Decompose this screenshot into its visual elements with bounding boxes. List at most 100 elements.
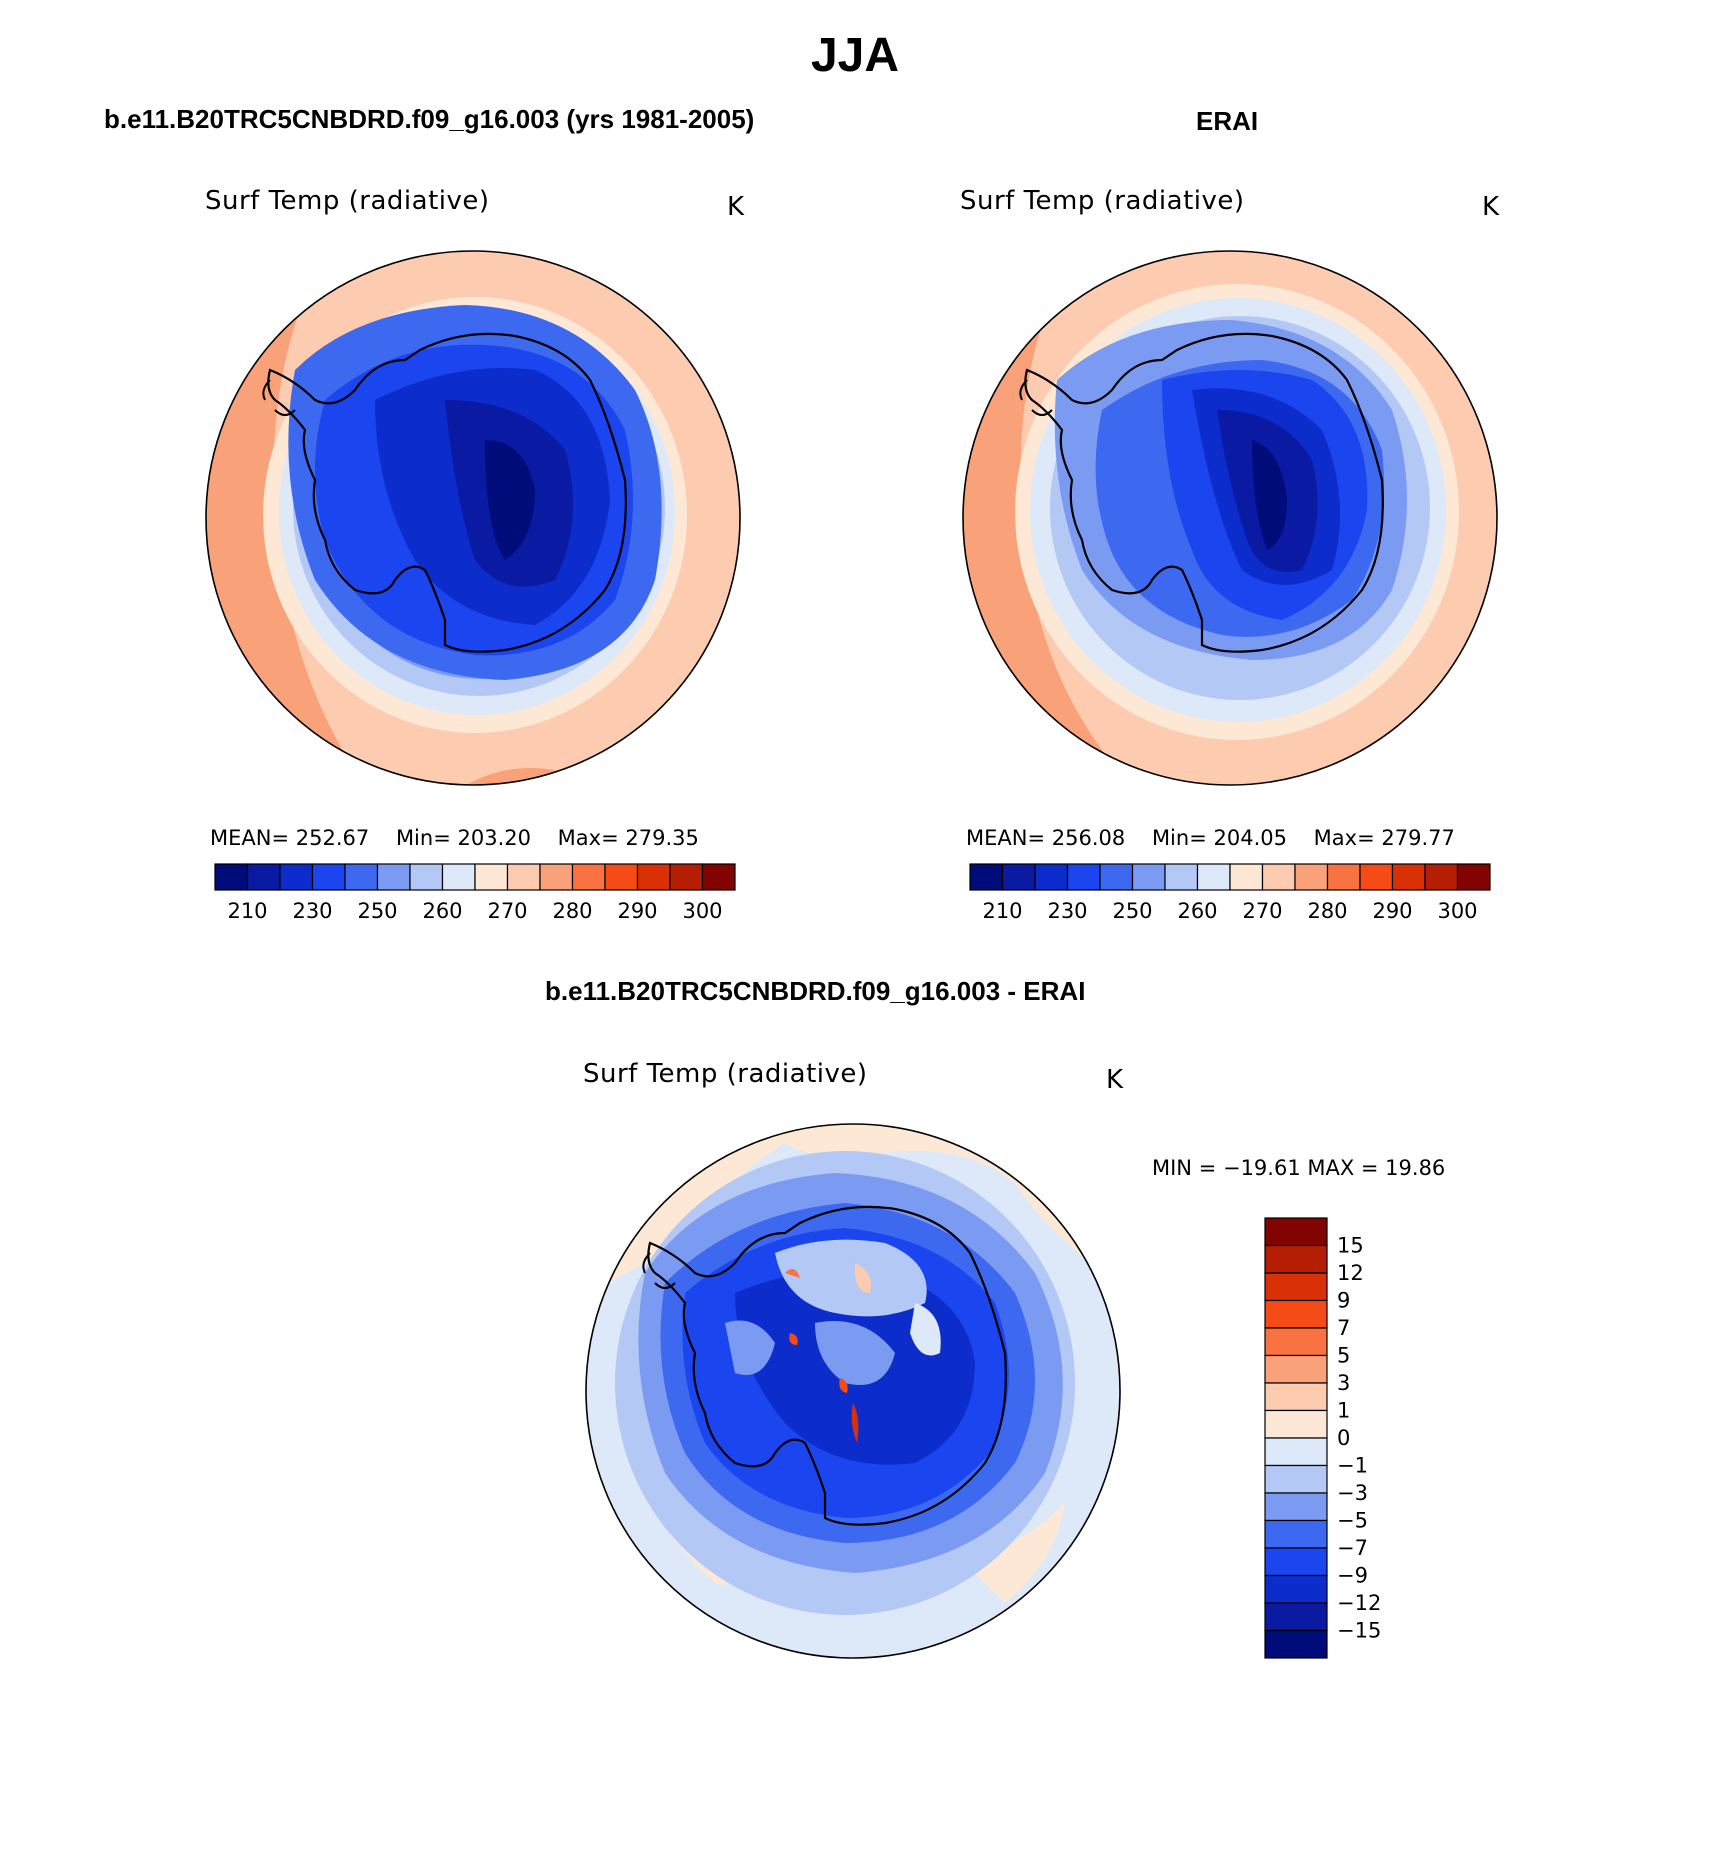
panel3-colorbar: 15 12 9 7 5 3 1 0 −1 −3 −5 −7 −9 −12 −15	[1264, 1217, 1381, 1659]
panel1-min-value: 203.20	[457, 826, 531, 850]
panel1-variable: Surf Temp (radiative)	[205, 186, 490, 216]
panel2-colorbar-swatch	[1164, 863, 1199, 891]
panel3-colorbar-tick-label: 1	[1337, 1399, 1350, 1423]
panel1-colorbar-swatch	[311, 863, 346, 891]
panel2-colorbar-swatch	[1261, 863, 1296, 891]
panel1-colorbar-swatch	[246, 863, 281, 891]
panel1-max-label: Max=	[557, 826, 619, 850]
panel1-colorbar-tick-label: 260	[422, 899, 462, 923]
panel2-colorbar-tick-label: 230	[1047, 899, 1087, 923]
panel2-colorbar-swatch	[1424, 863, 1459, 891]
panel1-colorbar-swatch	[636, 863, 671, 891]
panel1-colorbar-swatch	[344, 863, 379, 891]
panel1-colorbar-swatch	[604, 863, 639, 891]
panel3-colorbar-tick-label: 15	[1337, 1234, 1364, 1258]
panel2-colorbar-swatch	[1359, 863, 1394, 891]
panel1-stats: MEAN= 252.67 Min= 203.20 Max= 279.35	[210, 826, 699, 850]
panel1-colorbar-swatch	[279, 863, 314, 891]
panel1-units: K	[727, 192, 745, 222]
panel2-colorbar-tick-label: 210	[982, 899, 1022, 923]
panel3-colorbar-tick-label: 5	[1337, 1344, 1350, 1368]
panel1-mean-value: 252.67	[295, 826, 370, 850]
panel1-colorbar-swatch	[441, 863, 476, 891]
panel2-mean-value: 256.08	[1051, 826, 1126, 850]
panel3-colorbar-tick-label: 0	[1337, 1426, 1350, 1450]
panel1-colorbar-tick-label: 280	[552, 899, 592, 923]
panel1-colorbar-tick-label: 300	[682, 899, 722, 923]
panel1-colorbar-swatch	[571, 863, 606, 891]
panel1-map	[205, 250, 741, 786]
panel2-colorbar-tick-label: 280	[1307, 899, 1347, 923]
panel2-map	[962, 250, 1498, 786]
panel2-colorbar-swatch	[1229, 863, 1264, 891]
panel3-colorbar-swatch	[1264, 1547, 1328, 1577]
panel3-colorbar-swatch	[1264, 1217, 1328, 1247]
panel2-colorbar-tick-label: 300	[1437, 899, 1477, 923]
panel1-colorbar-tick-label: 250	[357, 899, 397, 923]
panel3-colorbar-tick-label: −1	[1337, 1454, 1368, 1478]
panel2-colorbar-swatch	[1391, 863, 1426, 891]
panel2-colorbar-tick-label: 290	[1372, 899, 1412, 923]
panel3-map	[585, 1123, 1121, 1659]
panel3-colorbar-swatch	[1264, 1244, 1328, 1274]
panel2-variable: Surf Temp (radiative)	[960, 186, 1245, 216]
panel3-units: K	[1106, 1065, 1124, 1095]
panel3-colorbar-swatch	[1264, 1409, 1328, 1439]
panel3-colorbar-tick-label: 12	[1337, 1261, 1364, 1285]
panel2-colorbar-tick-label: 270	[1242, 899, 1282, 923]
panel2-mean-label: MEAN=	[966, 826, 1046, 850]
panel3-colorbar-swatch	[1264, 1437, 1328, 1467]
panel1-colorbar-tick-label: 210	[227, 899, 267, 923]
panel3-colorbar-tick-label: 3	[1337, 1371, 1350, 1395]
panel3-colorbar-tick-label: −15	[1337, 1619, 1381, 1643]
panel2-title: ERAI	[1196, 106, 1259, 136]
panel1-mean-label: MEAN=	[210, 826, 290, 850]
panel1-colorbar-swatch	[669, 863, 704, 891]
panel2-colorbar: 210 230 250 260 270 280 290 300	[969, 863, 1491, 923]
panel2-colorbar-swatch	[1131, 863, 1166, 891]
panel3-variable: Surf Temp (radiative)	[583, 1059, 868, 1089]
figure-title: JJA	[810, 29, 900, 82]
panel2-colorbar-swatch	[1294, 863, 1329, 891]
panel2-max-value: 279.77	[1381, 826, 1455, 850]
panel3-colorbar-swatch	[1264, 1492, 1328, 1522]
panel3-colorbar-tick-label: −5	[1337, 1509, 1368, 1533]
panel2-colorbar-swatch	[969, 863, 1004, 891]
panel1-colorbar-swatch	[539, 863, 574, 891]
panel3-colorbar-swatch	[1264, 1272, 1328, 1302]
panel1-colorbar-swatch	[376, 863, 411, 891]
panel3-title: b.e11.B20TRC5CNBDRD.f09_g16.003 - ERAI	[545, 976, 1086, 1006]
panel2-stats: MEAN= 256.08 Min= 204.05 Max= 279.77	[966, 826, 1455, 850]
panel3-colorbar-tick-label: −12	[1337, 1591, 1381, 1615]
panel2-colorbar-swatch	[1196, 863, 1231, 891]
panel1-colorbar-tick-label: 290	[617, 899, 657, 923]
panel2-colorbar-tick-label: 250	[1112, 899, 1152, 923]
panel3-stats: MIN = −19.61 MAX = 19.86	[1152, 1156, 1446, 1180]
panel3-colorbar-swatch	[1264, 1327, 1328, 1357]
panel1-colorbar-swatch	[506, 863, 541, 891]
panel3-colorbar-tick-label: 9	[1337, 1289, 1350, 1313]
panel2-colorbar-tick-label: 260	[1177, 899, 1217, 923]
panel1-colorbar-tick-label: 270	[487, 899, 527, 923]
panel1-colorbar-swatch	[474, 863, 509, 891]
panel3-colorbar-swatch	[1264, 1464, 1328, 1494]
panel2-colorbar-swatch	[1066, 863, 1101, 891]
panel3-colorbar-tick-label: 7	[1337, 1316, 1350, 1340]
panel2-min-value: 204.05	[1213, 826, 1287, 850]
panel3-colorbar-tick-label: −3	[1337, 1481, 1368, 1505]
panel2-max-label: Max=	[1313, 826, 1375, 850]
panel2-colorbar-swatch	[1034, 863, 1069, 891]
panel2-colorbar-swatch	[1456, 863, 1491, 891]
panel2-colorbar-swatch	[1099, 863, 1134, 891]
panel3-colorbar-swatch	[1264, 1602, 1328, 1632]
panel1-colorbar-tick-label: 230	[292, 899, 332, 923]
panel2-colorbar-swatch	[1326, 863, 1361, 891]
panel1-min-label: Min=	[395, 826, 451, 850]
panel3-colorbar-tick-label: −9	[1337, 1564, 1368, 1588]
panel3-colorbar-tick-label: −7	[1337, 1536, 1368, 1560]
panel2-min-label: Min=	[1151, 826, 1207, 850]
panel3-colorbar-swatch	[1264, 1354, 1328, 1384]
panel3-colorbar-swatch	[1264, 1629, 1328, 1659]
panel1-colorbar: 210 230 250 260 270 280 290 300	[214, 863, 736, 923]
panel1-colorbar-swatch	[214, 863, 249, 891]
